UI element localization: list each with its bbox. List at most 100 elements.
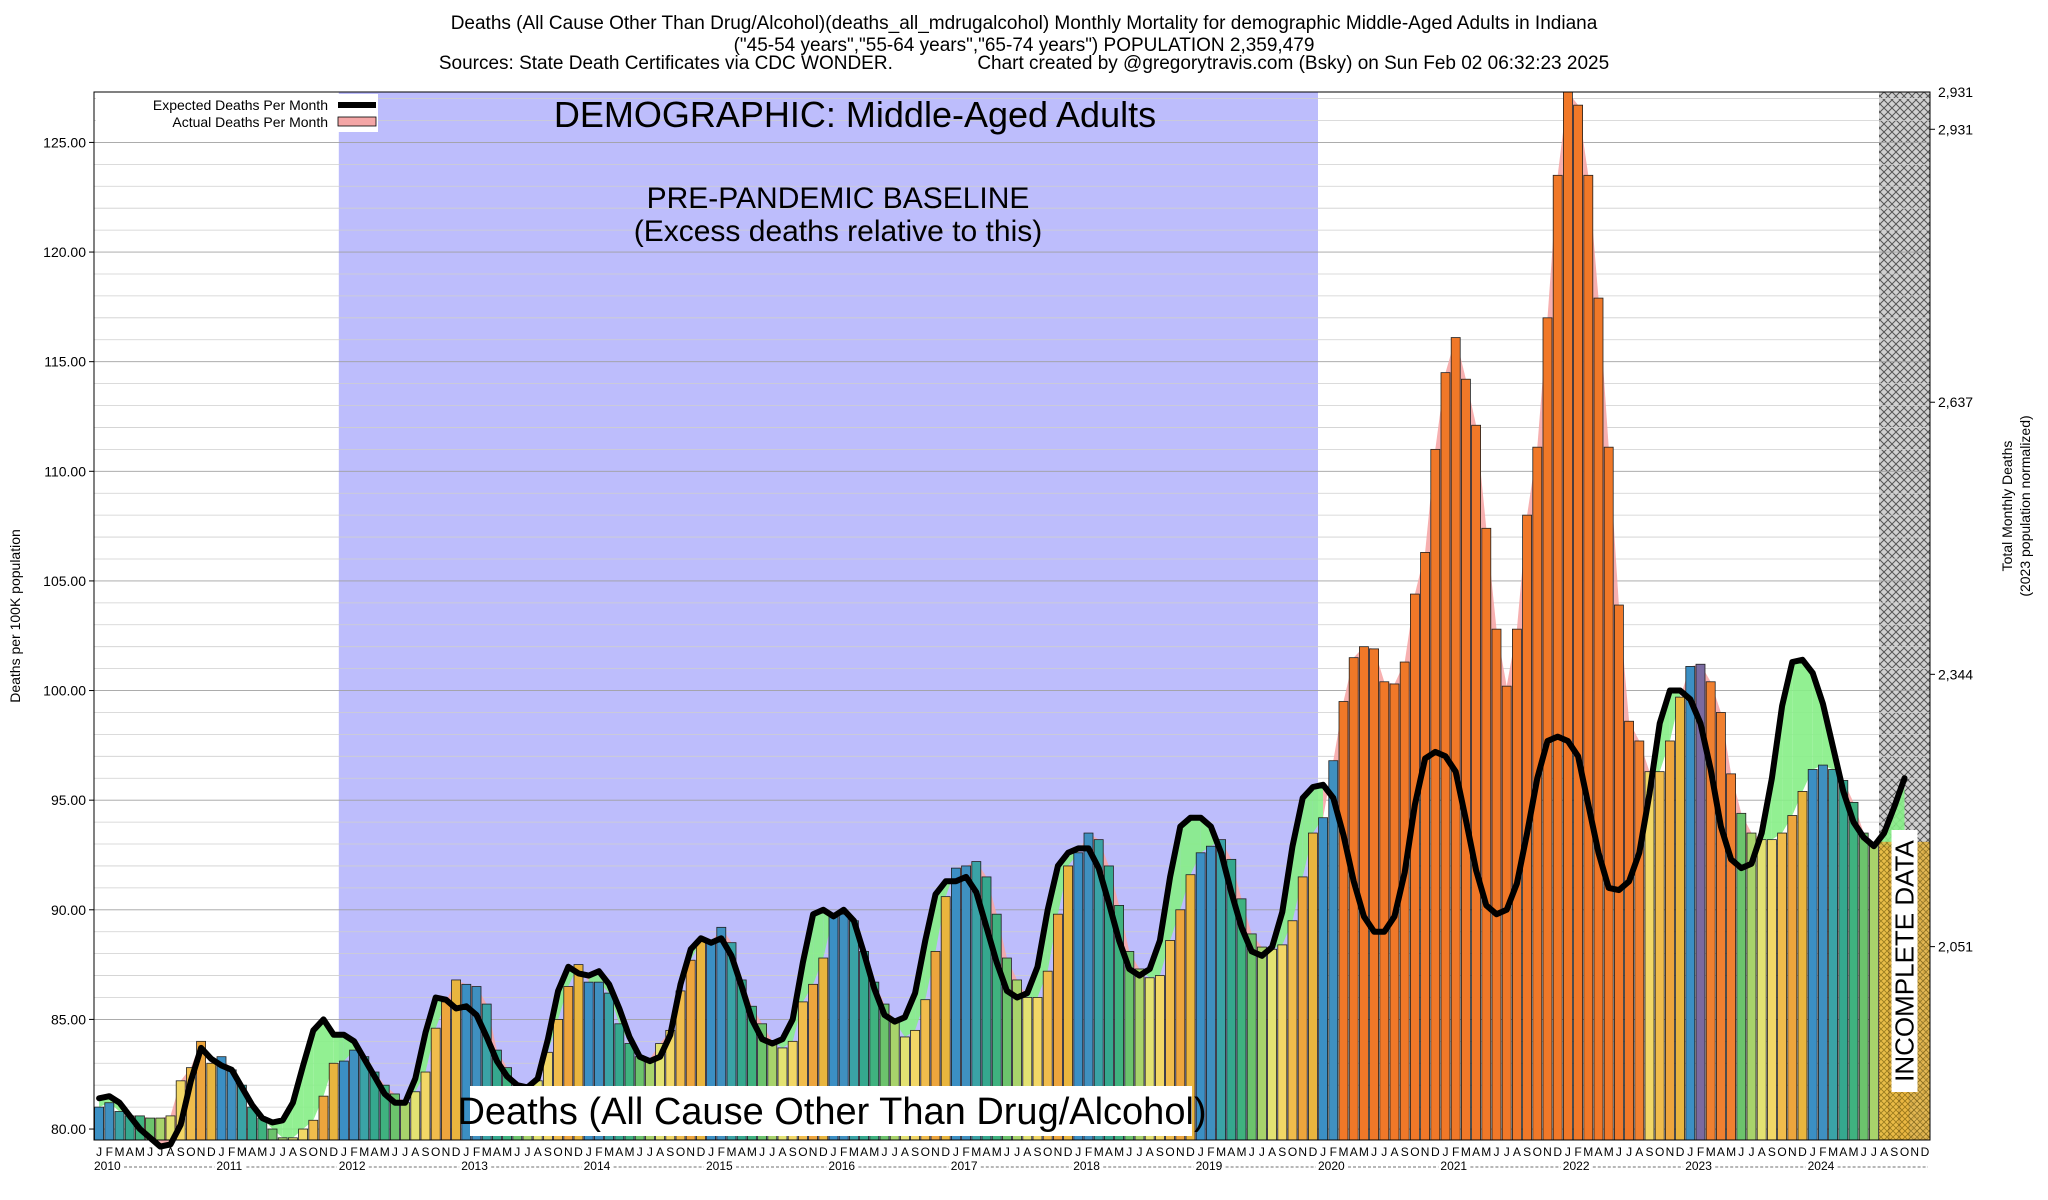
data-bar	[1491, 628, 1502, 1141]
data-bar	[1359, 646, 1369, 1141]
x-month-label: M	[869, 1145, 879, 1159]
x-month-label: A	[126, 1145, 134, 1159]
x-month-label: J	[392, 1145, 398, 1159]
x-month-label: A	[901, 1145, 909, 1159]
x-year-label: 2024	[1808, 1159, 1835, 1173]
x-month-label: A	[1105, 1145, 1113, 1159]
baseline-label: PRE-PANDEMIC BASELINE	[647, 182, 1030, 215]
data-bar	[1807, 769, 1818, 1141]
x-month-label: D	[452, 1145, 461, 1159]
x-month-label: J	[769, 1145, 775, 1159]
x-month-label: S	[544, 1145, 552, 1159]
x-month-label: A	[1390, 1145, 1398, 1159]
x-month-label: O	[1165, 1145, 1174, 1159]
data-bar	[1297, 876, 1308, 1141]
deficit-area	[323, 1019, 334, 1097]
x-month-label: M	[1359, 1145, 1369, 1159]
x-month-label: M	[502, 1145, 512, 1159]
x-month-label: D	[329, 1145, 338, 1159]
x-year-label: 2014	[584, 1159, 611, 1173]
x-month-label: J	[1004, 1145, 1010, 1159]
x-month-label: J	[514, 1145, 520, 1159]
x-month-label: M	[971, 1145, 981, 1159]
data-bar	[1624, 720, 1634, 1141]
x-month-label: O	[1288, 1145, 1297, 1159]
x-month-label: M	[849, 1145, 859, 1159]
data-bar	[267, 1128, 278, 1141]
x-month-label: M	[359, 1145, 369, 1159]
y-right-tick-label: 2,344	[1938, 666, 1973, 682]
x-month-label: A	[1513, 1145, 1521, 1159]
x-month-label: J	[341, 1145, 347, 1159]
x-month-label: N	[197, 1145, 206, 1159]
data-bar	[1818, 764, 1828, 1141]
y-tick-label: 80.00	[51, 1121, 86, 1137]
baseline-sublabel: (Excess deaths relative to this)	[634, 215, 1043, 248]
x-month-label: J	[882, 1145, 888, 1159]
deficit-area	[313, 1019, 324, 1121]
y-tick-label: 120.00	[43, 244, 86, 260]
x-month-label: A	[615, 1145, 623, 1159]
x-month-label: F	[1574, 1145, 1581, 1159]
x-month-label: D	[1553, 1145, 1562, 1159]
x-month-label: J	[1259, 1145, 1265, 1159]
data-bar	[338, 1060, 349, 1141]
x-month-label: N	[1054, 1145, 1063, 1159]
data-bar	[1420, 552, 1430, 1141]
x-month-label: M	[625, 1145, 635, 1159]
x-month-label: M	[115, 1145, 125, 1159]
x-month-label: A	[248, 1145, 256, 1159]
x-month-label: O	[676, 1145, 685, 1159]
x-month-label: F	[1085, 1145, 1092, 1159]
x-month-label: O	[798, 1145, 807, 1159]
x-month-label: D	[1798, 1145, 1807, 1159]
data-bar	[308, 1119, 319, 1141]
x-month-label: O	[1900, 1145, 1909, 1159]
y-right-axis-title: Total Monthly Deaths	[1999, 441, 2015, 572]
deficit-area	[1792, 659, 1803, 816]
demographic-label: DEMOGRAPHIC: Middle-Aged Adults	[554, 94, 1156, 135]
deficit-area	[1302, 787, 1313, 877]
data-bar	[1369, 648, 1379, 1141]
x-month-label: J	[637, 1145, 643, 1159]
data-bar	[1246, 933, 1257, 1141]
x-month-label: A	[1268, 1145, 1276, 1159]
x-month-label: J	[157, 1145, 163, 1159]
x-month-label: S	[1645, 1145, 1653, 1159]
y-right-tick-label: 2,051	[1938, 939, 1973, 955]
data-bar	[1471, 424, 1481, 1141]
data-bar	[298, 1128, 309, 1141]
incomplete-label-box	[1891, 830, 1918, 1092]
data-bar	[1828, 769, 1838, 1141]
x-month-label: J	[280, 1145, 286, 1159]
x-month-label: A	[1880, 1145, 1888, 1159]
x-month-label: N	[931, 1145, 940, 1159]
x-month-label: J	[219, 1145, 225, 1159]
y-right-tick-label: 2,637	[1938, 394, 1973, 410]
x-month-label: F	[1330, 1145, 1337, 1159]
x-month-label: J	[1871, 1145, 1877, 1159]
x-month-label: F	[228, 1145, 235, 1159]
data-bar	[1593, 297, 1604, 1141]
deficit-area	[813, 909, 824, 985]
data-bar	[1583, 174, 1594, 1141]
x-month-label: M	[1094, 1145, 1104, 1159]
data-bar	[1675, 696, 1685, 1141]
x-month-label: A	[1350, 1145, 1358, 1159]
deficit-area	[333, 1034, 344, 1064]
x-month-label: M	[1828, 1145, 1838, 1159]
expected-deaths-line	[96, 656, 1908, 1150]
data-bar	[1338, 701, 1349, 1141]
x-month-label: F	[1452, 1145, 1459, 1159]
x-month-label: S	[177, 1145, 185, 1159]
x-month-label: N	[686, 1145, 695, 1159]
x-month-label: J	[953, 1145, 959, 1159]
x-year-label: 2020	[1318, 1159, 1345, 1173]
x-month-label: J	[1565, 1145, 1571, 1159]
data-bar	[1287, 920, 1298, 1141]
x-month-label: J	[525, 1145, 531, 1159]
x-month-label: N	[1176, 1145, 1185, 1159]
data-bar	[1654, 771, 1665, 1141]
data-bar	[1848, 801, 1859, 1141]
